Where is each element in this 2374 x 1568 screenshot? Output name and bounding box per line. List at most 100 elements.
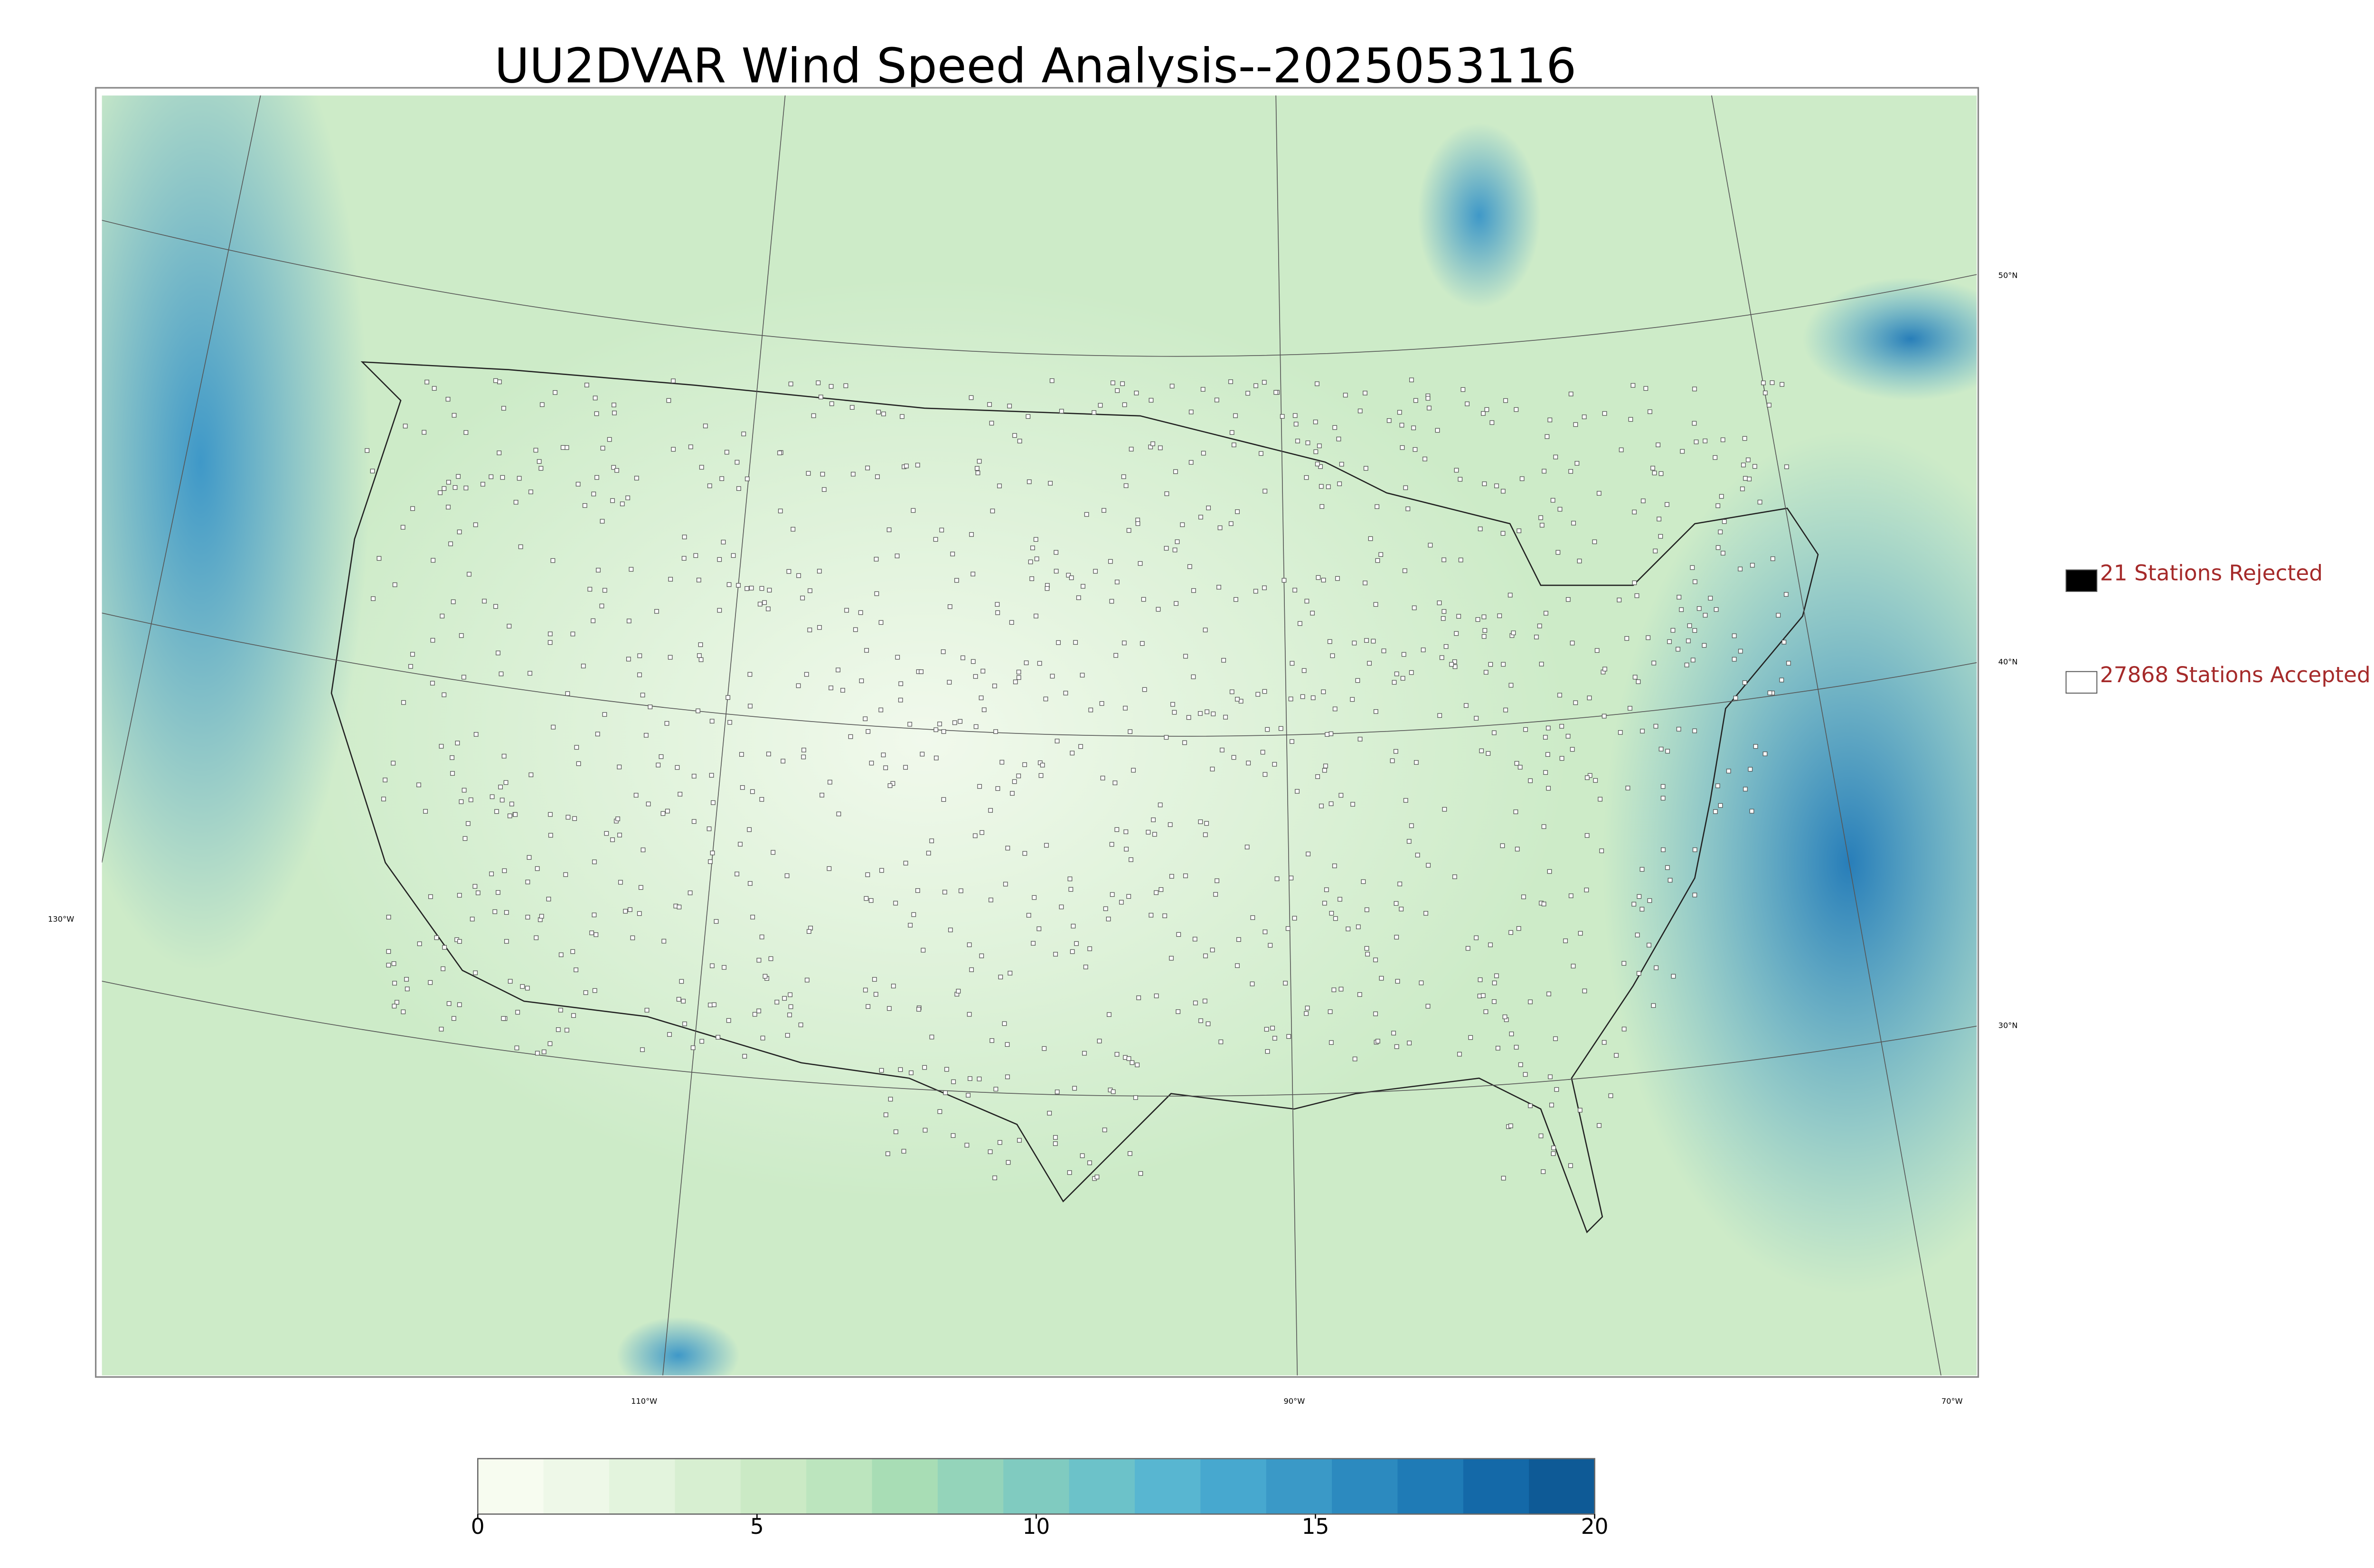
station-marker — [681, 556, 687, 561]
station-marker — [1482, 628, 1488, 633]
station-marker — [1087, 1160, 1092, 1165]
station-marker — [762, 600, 767, 605]
station-marker — [923, 1127, 928, 1133]
station-marker — [1494, 973, 1499, 978]
station-marker — [1780, 382, 1785, 387]
colorbar-bin — [1332, 1458, 1398, 1514]
station-marker — [1108, 559, 1113, 564]
station-marker — [881, 412, 886, 416]
station-marker — [1228, 379, 1233, 384]
station-marker — [1546, 786, 1551, 791]
station-marker — [1553, 1036, 1558, 1041]
station-marker — [1680, 449, 1685, 454]
station-marker — [1210, 767, 1215, 771]
station-marker — [1044, 843, 1049, 848]
station-marker — [1180, 522, 1185, 527]
station-marker — [1394, 671, 1399, 676]
station-marker — [1068, 887, 1074, 892]
station-marker — [463, 486, 469, 490]
station-marker — [395, 1000, 399, 1005]
map — [102, 95, 1977, 1376]
station-marker — [1364, 907, 1369, 912]
station-marker — [864, 648, 869, 653]
station-marker — [926, 851, 931, 855]
station-marker — [934, 755, 939, 761]
station-marker — [1539, 523, 1545, 528]
station-marker — [630, 935, 635, 940]
station-marker — [1632, 509, 1637, 515]
station-marker — [452, 1016, 456, 1021]
station-marker — [1246, 761, 1251, 766]
station-marker — [628, 907, 632, 912]
station-marker — [644, 732, 649, 738]
station-marker — [848, 734, 853, 739]
station-marker — [1394, 901, 1399, 906]
station-marker — [1587, 695, 1592, 701]
station-marker — [515, 1010, 520, 1015]
station-marker — [1640, 498, 1646, 503]
station-marker — [1373, 1011, 1378, 1016]
station-marker — [1099, 701, 1104, 706]
colorbar-bin — [1069, 1458, 1135, 1514]
station-marker — [1295, 439, 1300, 443]
station-marker — [1164, 546, 1169, 551]
station-marker — [828, 779, 832, 785]
station-marker — [1024, 660, 1029, 666]
station-marker — [1290, 739, 1294, 744]
station-marker — [759, 586, 764, 591]
station-marker — [698, 642, 703, 647]
station-marker — [1084, 512, 1089, 517]
station-marker — [726, 582, 732, 587]
station-marker — [933, 727, 939, 732]
station-marker — [1523, 727, 1528, 732]
station-marker — [1183, 654, 1188, 659]
station-marker — [575, 481, 581, 487]
station-marker — [626, 657, 631, 662]
station-marker — [1029, 576, 1035, 581]
colorbar: 0 5 10 15 20 — [471, 1458, 1608, 1539]
station-marker — [767, 588, 772, 593]
station-marker — [576, 761, 581, 766]
station-marker — [404, 976, 409, 982]
station-marker — [1032, 895, 1037, 900]
station-marker — [942, 890, 947, 895]
station-marker — [1262, 380, 1267, 385]
station-marker — [1292, 413, 1298, 418]
station-marker — [708, 859, 713, 864]
station-marker — [1005, 1042, 1010, 1047]
station-marker — [1631, 901, 1637, 907]
station-marker — [1692, 386, 1697, 392]
station-marker — [820, 471, 825, 477]
station-marker — [535, 1051, 540, 1056]
station-marker — [1762, 751, 1768, 756]
station-marker — [740, 785, 745, 790]
station-marker — [610, 498, 615, 503]
colorbar-bin — [806, 1458, 873, 1514]
station-marker — [1005, 845, 1010, 851]
station-marker — [1543, 770, 1548, 775]
station-marker — [1355, 678, 1360, 683]
station-marker — [457, 893, 462, 898]
station-marker — [1667, 639, 1672, 644]
legend: 21 Stations Rejected 27868 Stations Accep… — [2065, 561, 2371, 694]
legend-swatch — [2065, 569, 2098, 592]
station-marker — [1074, 941, 1079, 946]
station-marker — [1403, 798, 1408, 803]
station-marker — [1519, 476, 1525, 481]
station-marker — [1229, 689, 1234, 695]
station-marker — [500, 475, 505, 480]
station-marker — [1458, 557, 1463, 563]
station-marker — [1690, 565, 1695, 570]
station-marker — [640, 1047, 645, 1052]
graticule-labels: 50°N 40°N 30°N 130°W 110°W 90°W 70°W — [48, 271, 2018, 1406]
station-marker — [377, 556, 382, 561]
station-marker — [1193, 1000, 1198, 1005]
station-marker — [1134, 390, 1139, 395]
station-marker — [457, 1002, 462, 1007]
station-marker — [671, 447, 676, 452]
station-marker — [1198, 515, 1203, 520]
station-marker — [1550, 498, 1555, 503]
station-marker — [1719, 494, 1724, 499]
latitude-label: 30°N — [1998, 1021, 2018, 1030]
